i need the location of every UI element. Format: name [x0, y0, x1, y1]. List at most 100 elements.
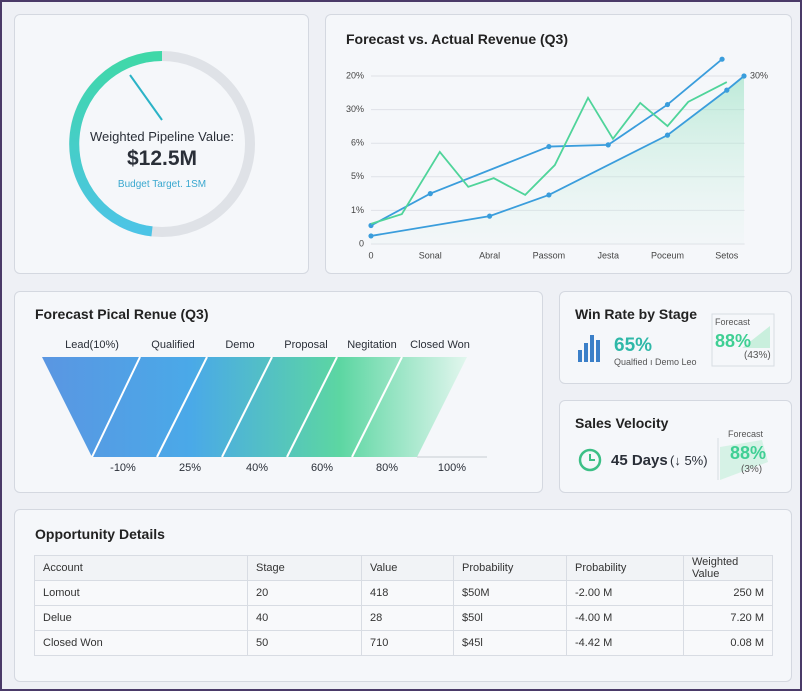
table-cell: 7.20 M: [683, 605, 773, 631]
point: [546, 143, 552, 150]
forecast-change: (3%): [741, 464, 763, 475]
velocity-value: 45 Days: [611, 452, 668, 469]
gauge-needle: [129, 74, 163, 121]
header-cell: Account: [34, 555, 248, 581]
table-cell: 40: [247, 605, 362, 631]
header-cell: Probability: [453, 555, 567, 581]
y-tick-label: 0: [359, 238, 364, 248]
opportunity-table: Account Stage Value Probability Probability W…: [34, 555, 773, 656]
line: [370, 75, 745, 237]
forecast-change: (43%): [744, 350, 771, 361]
header-cell: Weighted Value: [683, 555, 773, 581]
line: [370, 58, 723, 227]
table-row: Delue 40 28 $50l -4.00 M 7.20 M: [34, 605, 773, 631]
spark-area: [720, 440, 768, 480]
stage-rate: 100%: [437, 462, 467, 474]
y-tick-label: 20%: [346, 70, 364, 80]
win-rate-panel: [559, 291, 792, 384]
win-rate-title: Win Rate by Stage: [575, 306, 698, 322]
x-tick-label: 0: [368, 250, 373, 260]
chart-title: Forecast vs. Actual Revenue (Q3): [346, 31, 569, 47]
table-cell: 418: [361, 580, 454, 606]
point: [427, 191, 433, 197]
annotation: 30%: [750, 70, 768, 80]
table-cell: 0.08 M: [683, 630, 773, 656]
header-row: Account Stage Value Probability Probability W…: [34, 555, 773, 581]
bar-icon: [578, 335, 600, 362]
table-cell: $45l: [453, 630, 567, 656]
point: [487, 213, 493, 219]
point: [724, 87, 730, 93]
line: [370, 81, 728, 225]
stage-rate: 25%: [178, 462, 202, 474]
y-tick-label: 30%: [346, 104, 364, 114]
table-cell: 50: [247, 630, 362, 656]
velocity-change: (↓ 5%): [670, 453, 708, 468]
stage-rate: 60%: [310, 462, 334, 474]
header-cell: Probability: [566, 555, 684, 581]
table-cell: 20: [247, 580, 362, 606]
x-tick-label: Setos: [715, 250, 739, 260]
stage-label: Demo: [225, 339, 255, 351]
stage-label: Lead(10%): [65, 339, 119, 351]
forecast-label: Forecast: [715, 317, 751, 327]
table-cell: -2.00 M: [566, 580, 684, 606]
y-tick-label: 5%: [351, 171, 364, 181]
table-cell: Closed Won: [34, 630, 248, 656]
pipeline-label: Weighted Pipeline Value:: [89, 129, 235, 144]
area: [371, 76, 745, 244]
table-cell: 28: [361, 605, 454, 631]
clock-icon: [578, 448, 602, 472]
x-tick-label: Passom: [533, 250, 566, 260]
forecast-value: 88%: [730, 443, 767, 463]
y-tick-label: 1%: [351, 205, 364, 215]
pipeline-target: Budget Target. 1SM: [117, 179, 207, 190]
point: [664, 101, 671, 108]
stage-rate: 40%: [245, 462, 269, 474]
table-cell: 710: [361, 630, 454, 656]
stage-label: Closed Won: [410, 339, 470, 351]
x-tick-label: Poceum: [651, 250, 684, 260]
stage-label: Negitation: [347, 339, 397, 351]
point: [546, 192, 552, 198]
velocity-title: Sales Velocity: [575, 415, 669, 431]
table-cell: $50l: [453, 605, 567, 631]
table-cell: 250 M: [683, 580, 773, 606]
spark-area: [742, 326, 770, 348]
win-rate-caption: Qualfied ı Demo Leo: [614, 357, 697, 367]
forecast-value: 88%: [715, 331, 752, 351]
point: [741, 73, 747, 79]
clock-hands: [589, 454, 595, 461]
stage-label: Qualified: [151, 339, 195, 351]
forecast-label: Forecast: [728, 429, 764, 439]
table-row: Closed Won 50 710 $45l -4.42 M 0.08 M: [34, 630, 773, 656]
point: [719, 56, 725, 62]
table-row: Lomout 20 418 $50M -2.00 M 250 M: [34, 580, 773, 606]
win-rate-value: 65%: [614, 335, 653, 356]
header-cell: Value: [361, 555, 454, 581]
funnel-dividers: [91, 356, 403, 458]
forecast-box: [711, 313, 775, 367]
x-tick-label: Abral: [479, 250, 500, 260]
stage-label: Proposal: [284, 339, 328, 351]
table-title: Opportunity Details: [35, 526, 165, 542]
y-tick-label: 6%: [351, 138, 364, 148]
table-cell: -4.00 M: [566, 605, 684, 631]
point: [664, 132, 671, 138]
funnel-shape: [42, 357, 467, 457]
funnel-title: Forecast Pical Renue (Q3): [35, 306, 209, 322]
x-tick-label: Sonal: [419, 250, 442, 260]
table-cell: Delue: [34, 605, 248, 631]
gauge-arc: [69, 51, 163, 237]
table-cell: -4.42 M: [566, 630, 684, 656]
stage-rate: -10%: [110, 462, 136, 474]
stage-rate: 80%: [375, 462, 399, 474]
point: [605, 142, 611, 148]
table-cell: Lomout: [34, 580, 248, 606]
pipeline-value: $12.5M: [126, 147, 198, 170]
header-cell: Stage: [247, 555, 362, 581]
x-tick-label: Jesta: [597, 250, 619, 260]
